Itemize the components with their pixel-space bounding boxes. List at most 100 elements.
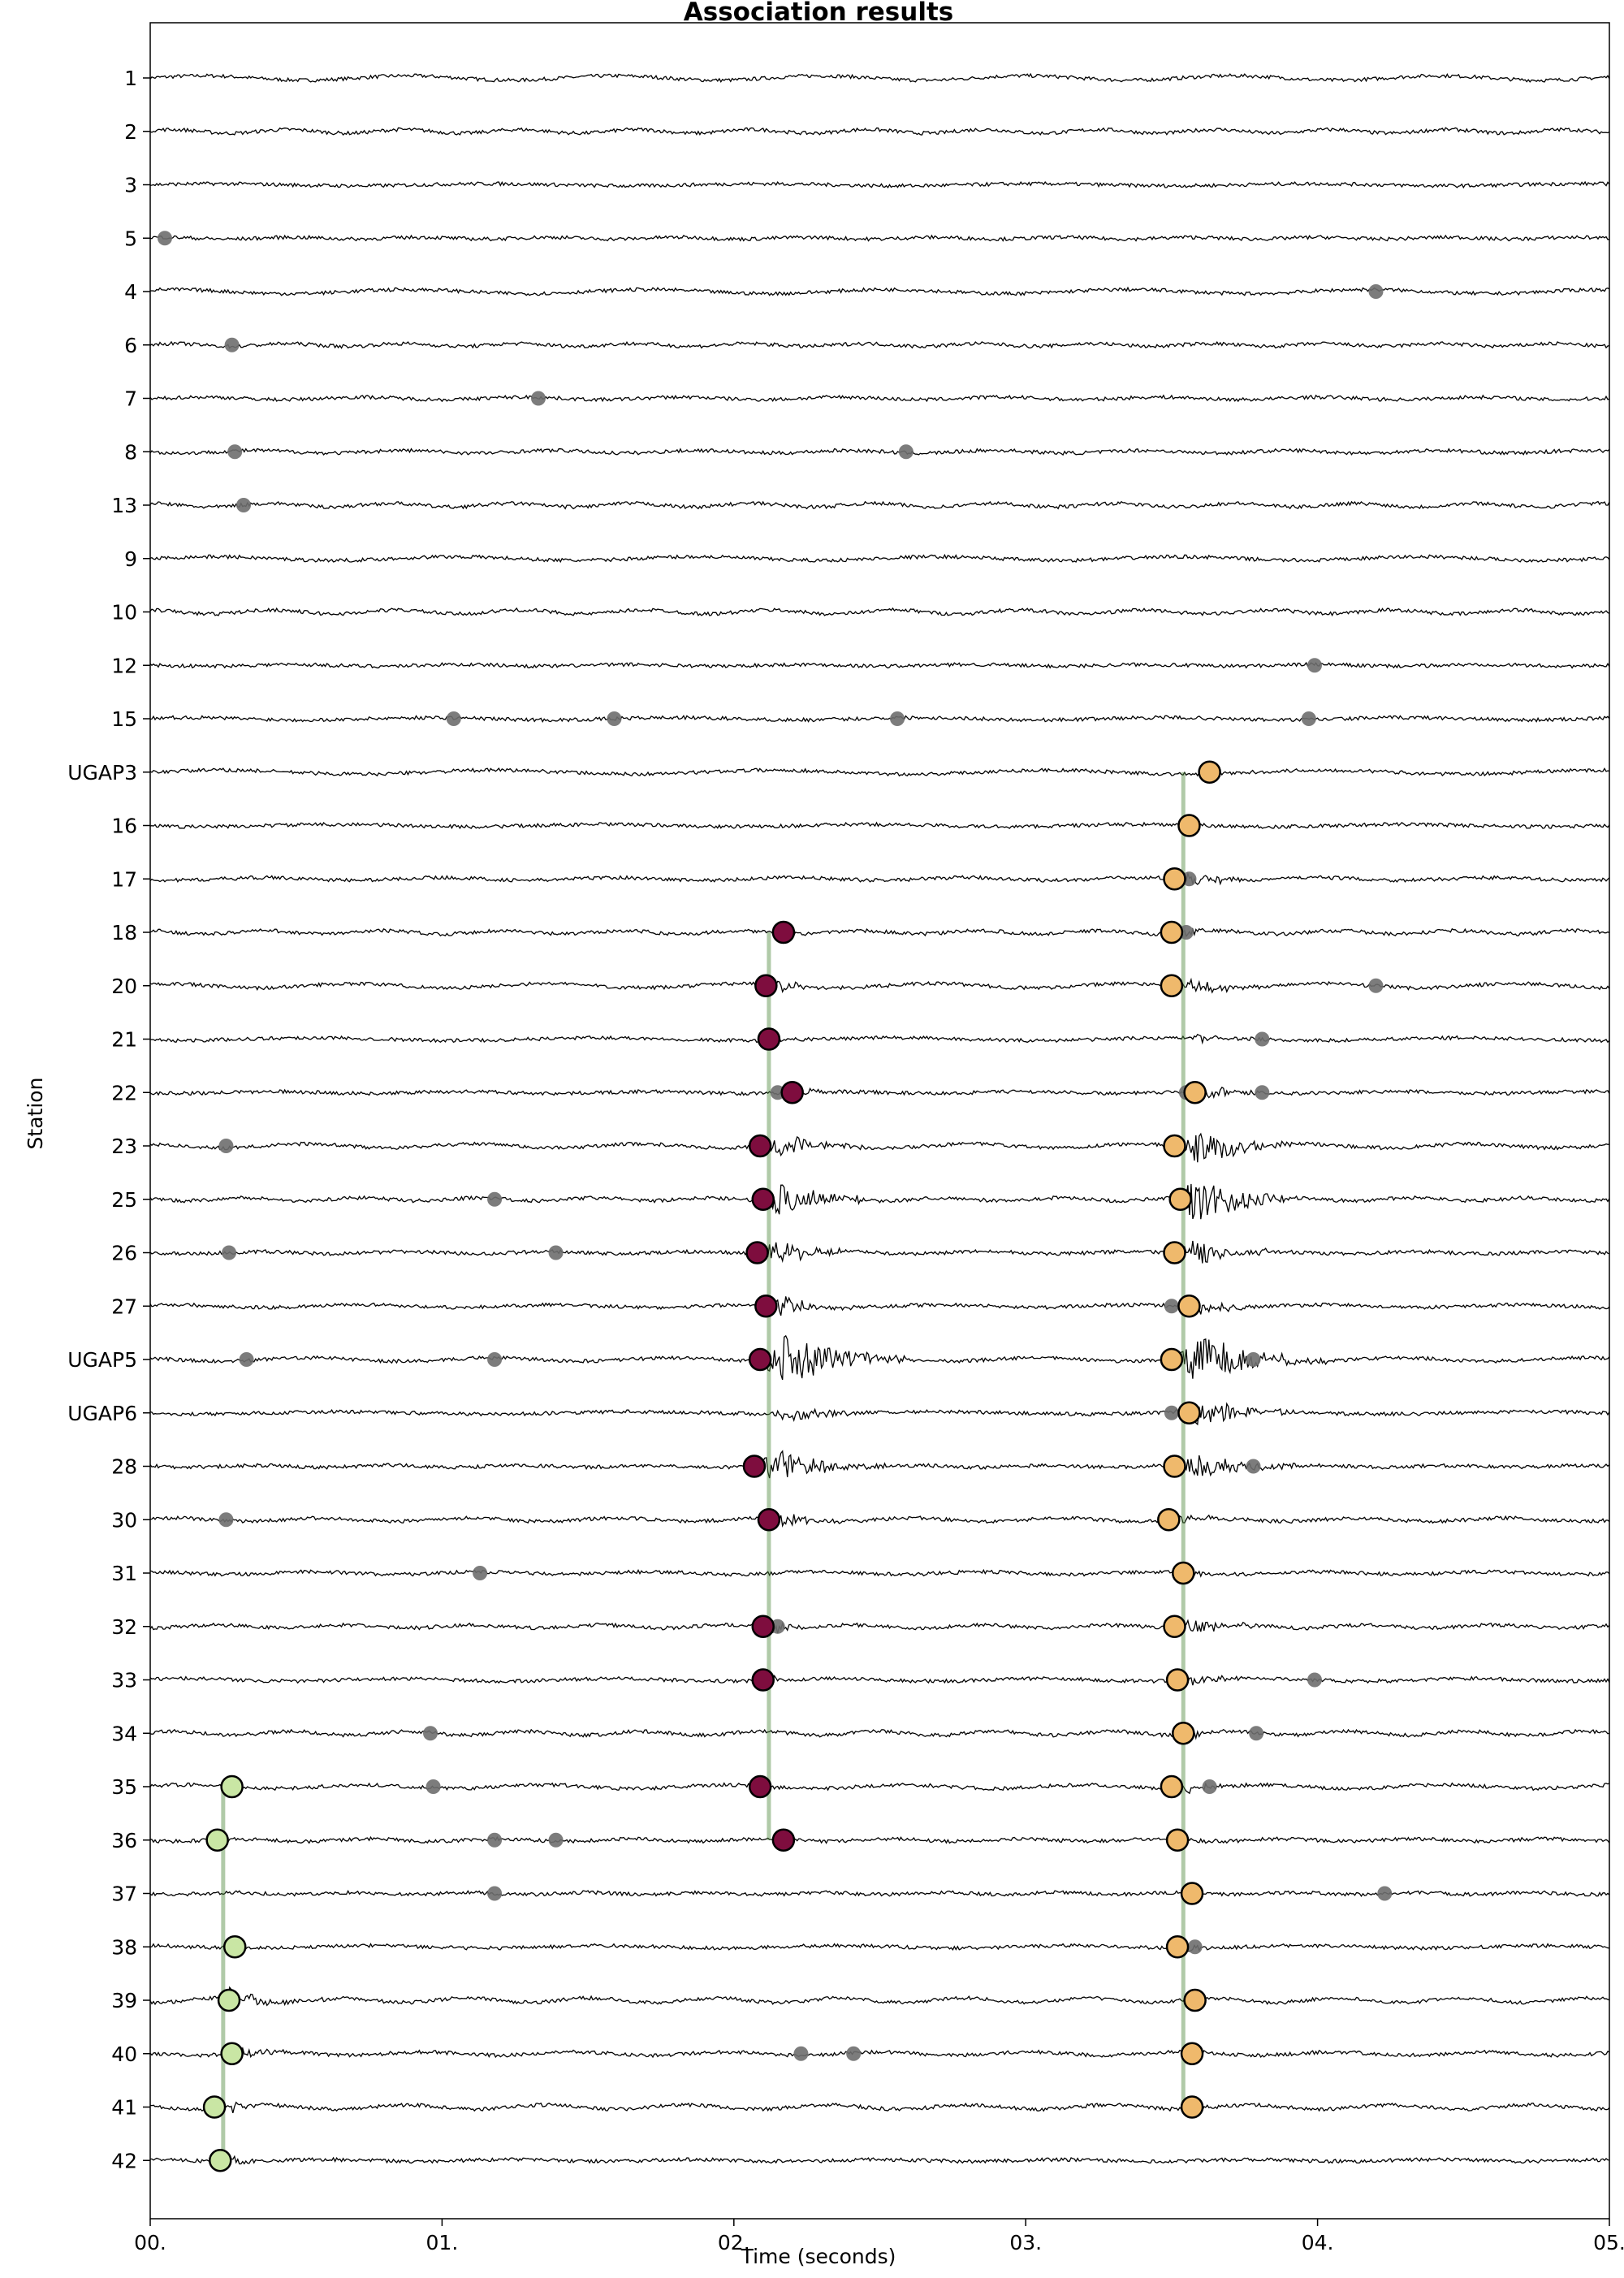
unassociated-pick-ugap5 xyxy=(239,1352,254,1367)
event-3-pick-20 xyxy=(1160,974,1184,997)
event-3-pick-16 xyxy=(1177,814,1201,837)
event-3-pick-25 xyxy=(1168,1187,1192,1211)
x-tick-label: 00. xyxy=(134,2231,166,2254)
event-2-pick-23 xyxy=(748,1134,772,1158)
trace-16 xyxy=(149,821,1610,830)
unassociated-pick-15 xyxy=(607,711,622,726)
station-label-ugap5: UGAP5 xyxy=(67,1348,137,1372)
event-2-pick-ugap5 xyxy=(748,1347,772,1372)
unassociated-pick-ugap5 xyxy=(487,1352,503,1367)
event-2-pick-22 xyxy=(780,1081,804,1104)
event-3-pick-38 xyxy=(1165,1935,1190,1959)
event-2-pick-36 xyxy=(771,1828,796,1852)
unassociated-pick-5 xyxy=(157,231,172,246)
event-3-pick-22 xyxy=(1183,1081,1207,1104)
unassociated-pick-30 xyxy=(218,1512,234,1528)
x-axis-label: Time (seconds) xyxy=(741,2245,896,2268)
event-2-pick-18 xyxy=(771,920,796,944)
unassociated-pick-4 xyxy=(1368,284,1384,299)
station-label-12: 12 xyxy=(111,654,137,677)
plot-frame xyxy=(149,22,1610,2220)
event-2-pick-25 xyxy=(751,1187,775,1211)
event-3-pick-33 xyxy=(1165,1668,1190,1692)
station-label-39: 39 xyxy=(111,1989,137,2012)
trace-32 xyxy=(149,1619,1610,1635)
event-3-pick-40 xyxy=(1180,2042,1204,2065)
unassociated-pick-36 xyxy=(548,1832,564,1848)
station-label-15: 15 xyxy=(111,707,137,731)
event-3-pick-37 xyxy=(1180,1882,1204,1905)
unassociated-pick-37 xyxy=(1377,1886,1393,1901)
trace-35 xyxy=(149,1782,1610,1795)
y-axis-label: Station xyxy=(24,1078,47,1150)
unassociated-pick-23 xyxy=(218,1139,234,1153)
trace-ugap6 xyxy=(149,1402,1610,1426)
trace-34 xyxy=(149,1728,1610,1740)
event-2-pick-30 xyxy=(757,1508,781,1532)
x-tick-label: 01. xyxy=(426,2231,459,2254)
station-label-7: 7 xyxy=(124,387,137,411)
event-3-pick-23 xyxy=(1163,1134,1186,1158)
station-label-32: 32 xyxy=(111,1615,137,1639)
event-3-pick-27 xyxy=(1177,1295,1201,1318)
station-label-6: 6 xyxy=(124,334,137,357)
trace-ugap5 xyxy=(149,1334,1610,1381)
trace-10 xyxy=(149,607,1610,617)
station-label-4: 4 xyxy=(124,280,137,304)
trace-4 xyxy=(149,286,1610,296)
station-label-ugap3: UGAP3 xyxy=(67,761,137,785)
trace-2 xyxy=(149,127,1610,136)
unassociated-pick-ugap6 xyxy=(1164,1405,1179,1420)
unassociated-pick-40 xyxy=(793,2046,809,2061)
event-1-pick-40 xyxy=(220,2042,244,2065)
event-2-pick-27 xyxy=(754,1295,778,1318)
x-tick-label: 03. xyxy=(1009,2231,1042,2254)
event-3-pick-34 xyxy=(1172,1722,1195,1745)
event-2-pick-28 xyxy=(742,1455,767,1478)
station-label-3: 3 xyxy=(124,174,137,197)
unassociated-pick-36 xyxy=(487,1832,503,1848)
event-1-pick-42 xyxy=(209,2149,232,2172)
station-label-25: 25 xyxy=(111,1188,137,1212)
event-1-pick-36 xyxy=(205,1828,229,1852)
unassociated-pick-8 xyxy=(898,444,914,460)
event-3-pick-26 xyxy=(1163,1241,1186,1264)
event-2-pick-33 xyxy=(751,1668,775,1692)
trace-31 xyxy=(149,1568,1610,1578)
station-label-10: 10 xyxy=(111,601,137,625)
station-label-18: 18 xyxy=(111,921,137,944)
trace-38 xyxy=(149,1943,1610,1952)
station-label-34: 34 xyxy=(111,1722,137,1745)
station-label-30: 30 xyxy=(111,1508,137,1532)
event-2-pick-21 xyxy=(757,1027,781,1051)
event-1-pick-39 xyxy=(217,1988,241,2012)
trace-12 xyxy=(149,661,1610,669)
trace-21 xyxy=(149,1033,1610,1045)
unassociated-pick-31 xyxy=(473,1566,488,1580)
event-3-pick-39 xyxy=(1183,1988,1207,2012)
station-label-26: 26 xyxy=(111,1242,137,1265)
trace-15 xyxy=(149,715,1610,723)
unassociated-pick-38 xyxy=(1187,1939,1203,1955)
station-label-35: 35 xyxy=(111,1775,137,1799)
trace-40 xyxy=(149,2047,1610,2059)
unassociated-pick-25 xyxy=(487,1191,503,1207)
station-label-8: 8 xyxy=(124,440,137,464)
station-label-20: 20 xyxy=(111,975,137,998)
unassociated-pick-15 xyxy=(446,711,461,726)
trace-9 xyxy=(149,553,1610,564)
event-3-pick-31 xyxy=(1172,1561,1195,1585)
station-label-21: 21 xyxy=(111,1028,137,1052)
trace-20 xyxy=(149,977,1610,994)
unassociated-pick-40 xyxy=(846,2046,862,2061)
station-label-33: 33 xyxy=(111,1669,137,1692)
station-label-ugap6: UGAP6 xyxy=(67,1402,137,1425)
trace-22 xyxy=(149,1087,1610,1100)
unassociated-pick-26 xyxy=(222,1245,237,1260)
trace-8 xyxy=(149,447,1610,456)
event-3-pick-17 xyxy=(1163,867,1186,891)
trace-13 xyxy=(149,500,1610,510)
